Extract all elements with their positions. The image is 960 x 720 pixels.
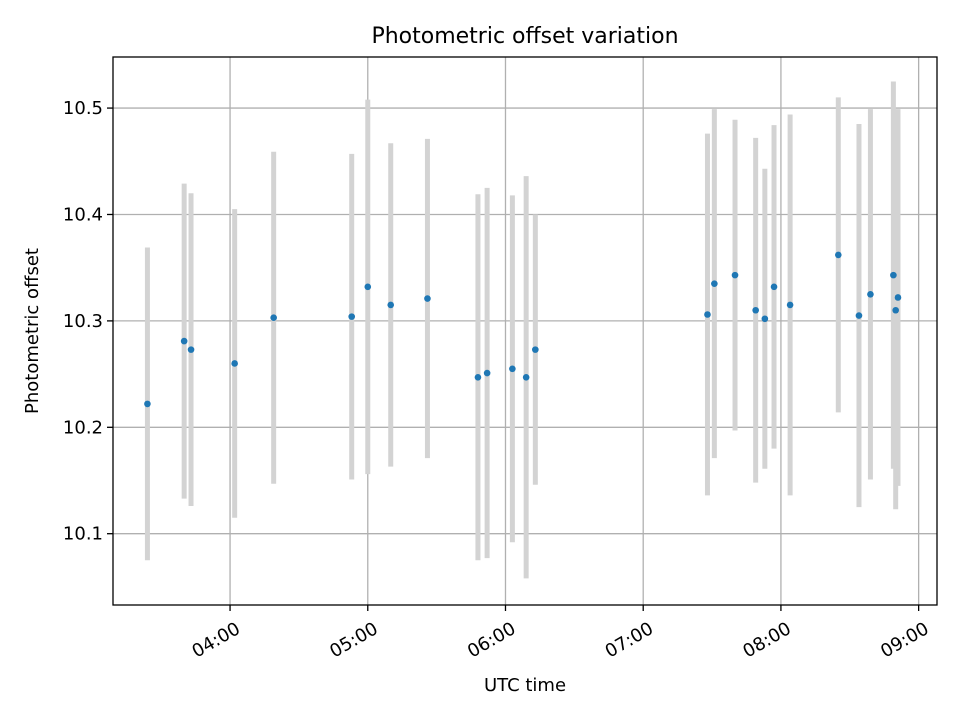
- data-point: [270, 314, 277, 321]
- data-point: [509, 365, 516, 373]
- data-point: [711, 280, 718, 287]
- data-point: [348, 313, 356, 320]
- y-tick-label: 10.5: [63, 98, 103, 119]
- y-axis-label: Photometric offset: [22, 248, 43, 414]
- data-point: [786, 301, 794, 309]
- data-point: [424, 295, 431, 302]
- x-tick-label: 05:00: [326, 618, 381, 662]
- data-points: [144, 251, 902, 408]
- data-point: [387, 301, 395, 309]
- data-point: [761, 315, 769, 323]
- y-axis-ticks: 10.1 10.2 10.3 10.4 10.5: [63, 98, 113, 545]
- data-point: [532, 346, 539, 353]
- data-point: [474, 373, 482, 381]
- data-point: [522, 373, 530, 381]
- data-point: [835, 251, 842, 259]
- y-tick-label: 10.1: [63, 524, 103, 545]
- data-point: [892, 306, 899, 314]
- data-point: [231, 360, 238, 367]
- data-point: [752, 306, 759, 314]
- y-tick-label: 10.2: [63, 417, 103, 438]
- y-tick-label: 10.3: [63, 311, 103, 332]
- data-point: [894, 294, 902, 301]
- data-point: [770, 283, 778, 291]
- chart-title: Photometric offset variation: [371, 24, 678, 49]
- x-tick-label: 07:00: [602, 618, 657, 662]
- data-point: [483, 369, 491, 377]
- x-tick-label: 04:00: [189, 618, 244, 662]
- x-tick-label: 06:00: [464, 618, 519, 662]
- data-point: [144, 400, 151, 408]
- data-point: [731, 271, 739, 279]
- x-axis-ticks: 04:00 05:00 06:00 07:00 08:00 09:00: [189, 605, 933, 662]
- data-point: [364, 283, 372, 291]
- data-point: [890, 271, 897, 279]
- x-tick-label: 08:00: [739, 618, 794, 662]
- error-bars: [144, 81, 901, 579]
- y-tick-label: 10.4: [63, 204, 103, 225]
- data-point: [855, 312, 863, 319]
- data-point: [867, 290, 874, 298]
- x-axis-label: UTC time: [484, 675, 566, 696]
- data-point: [180, 337, 188, 345]
- data-point: [704, 311, 711, 318]
- x-tick-label: 09:00: [877, 618, 932, 662]
- data-point: [187, 346, 195, 353]
- plot-frame: [112, 56, 938, 606]
